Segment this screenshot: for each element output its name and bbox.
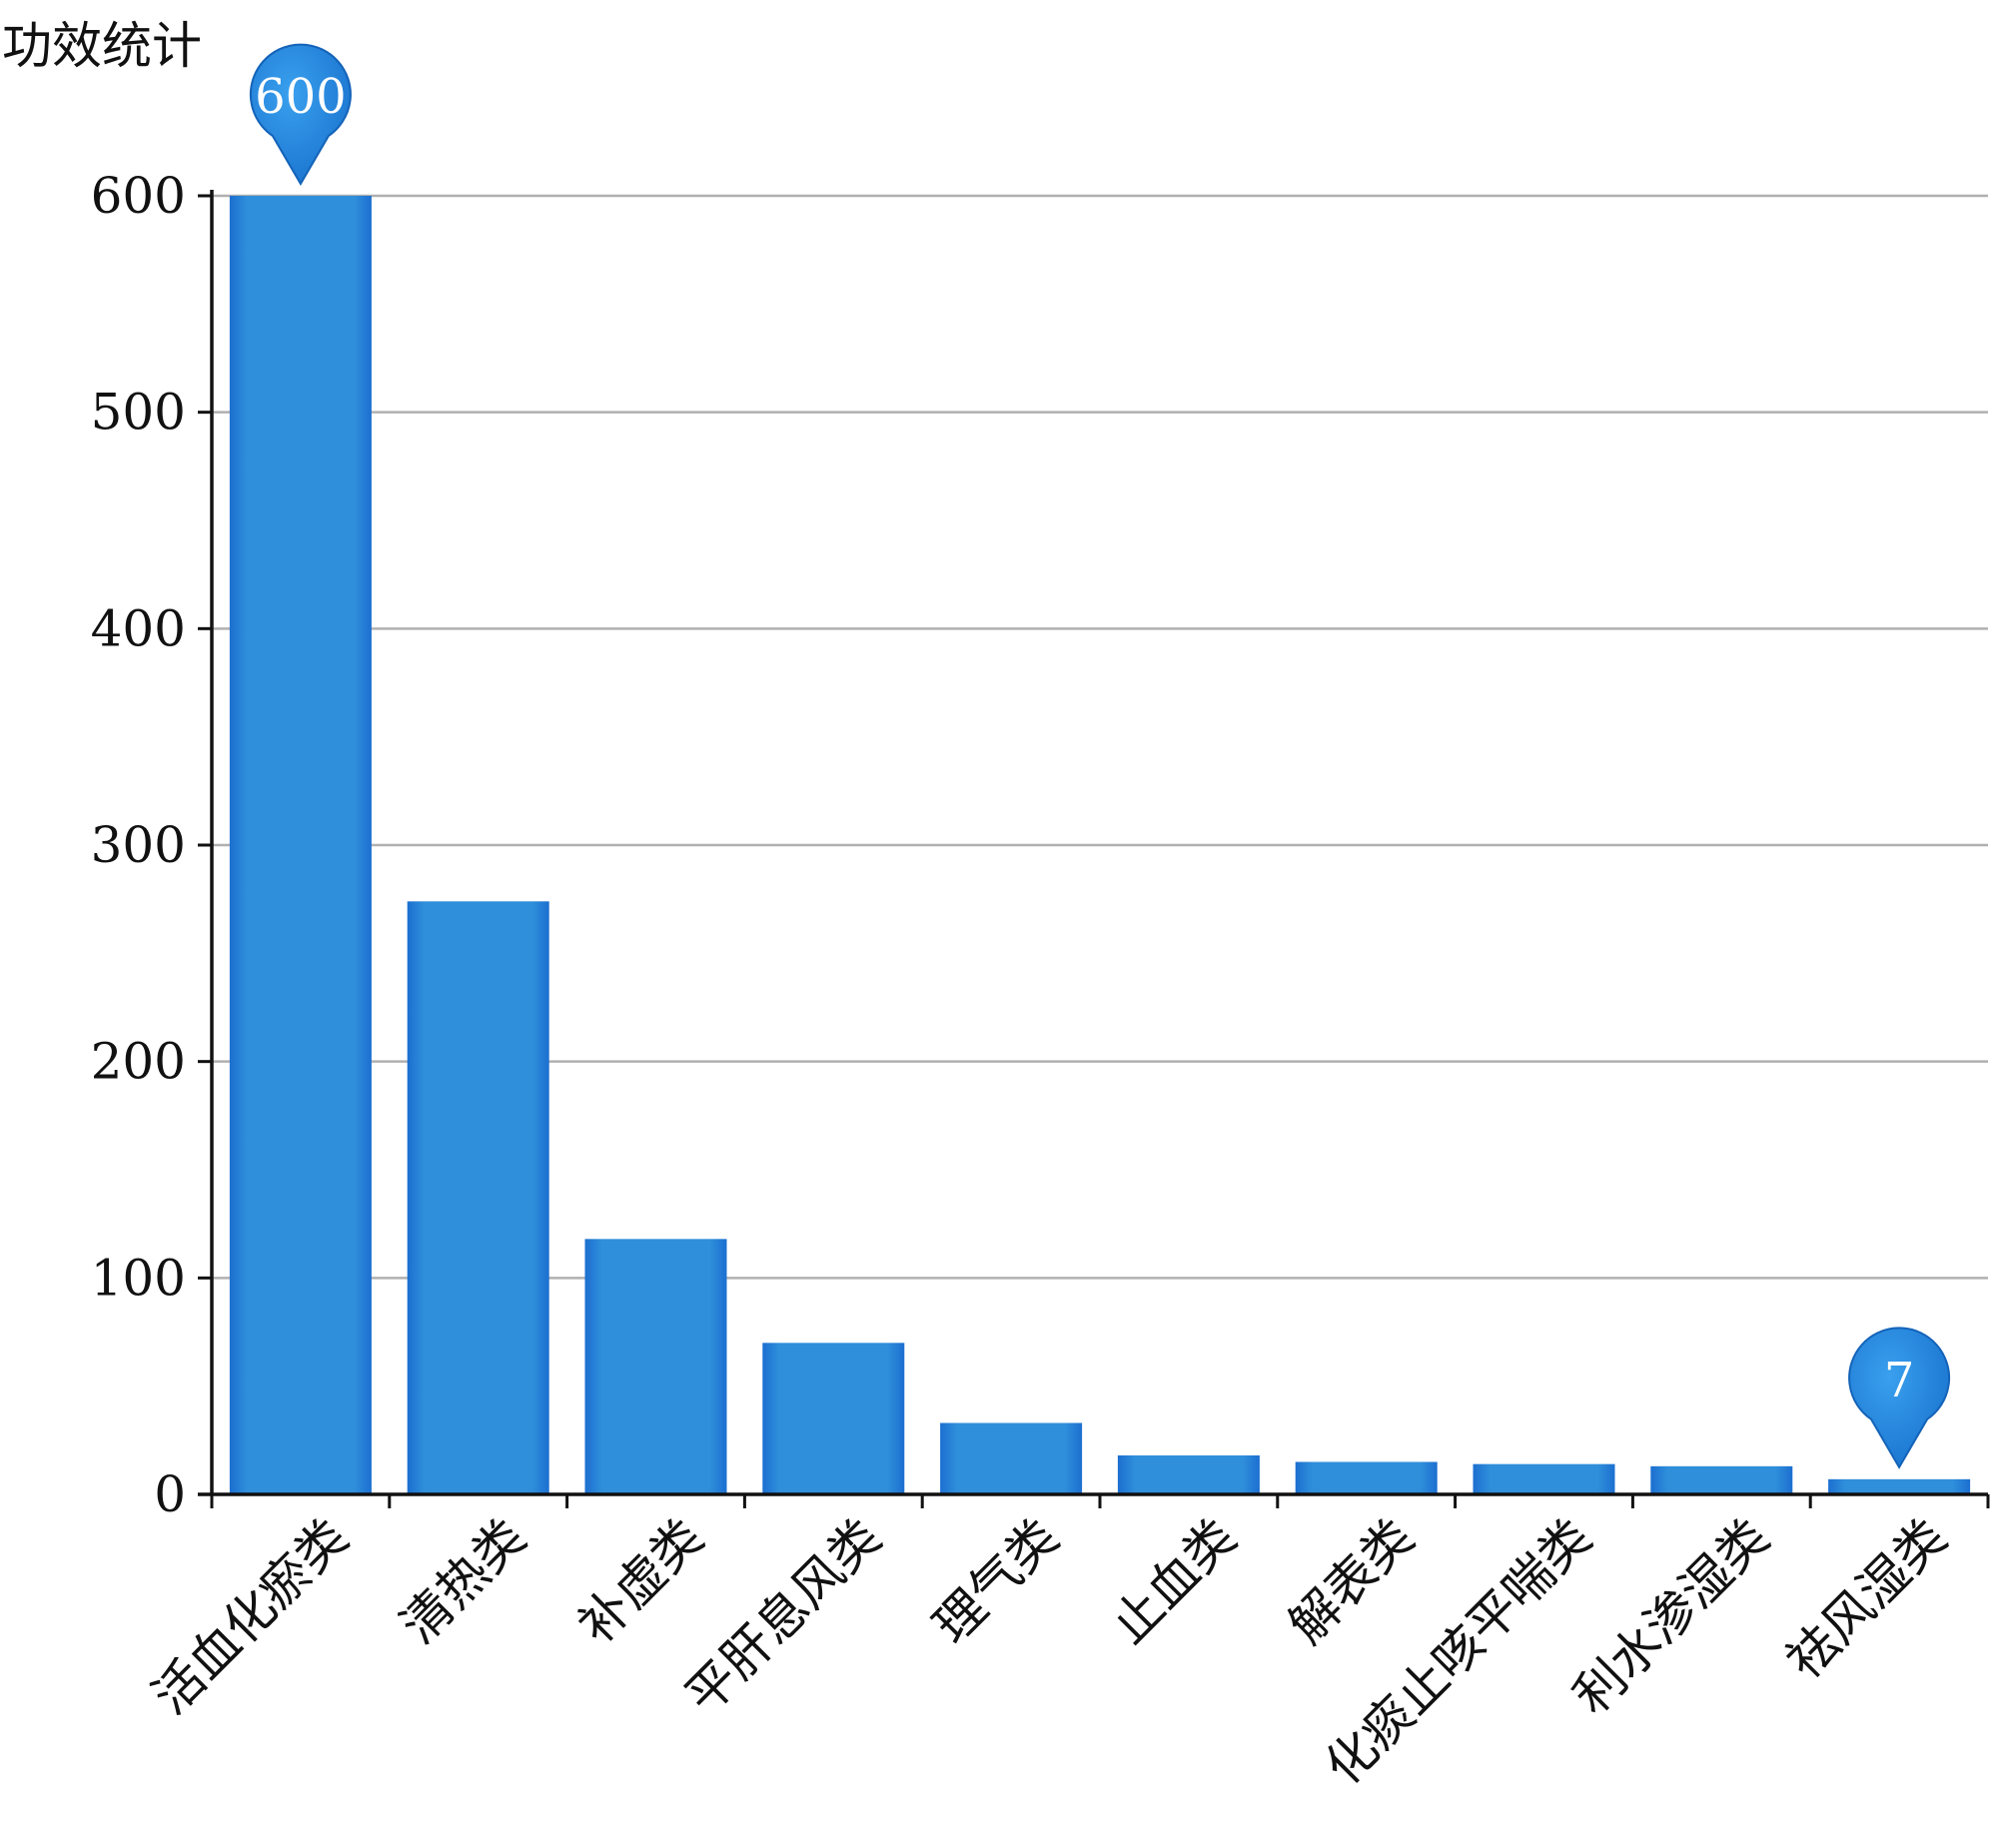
bar [1295,1461,1438,1494]
bar [584,1239,727,1494]
x-tick-label: 止血类 [1100,1507,1247,1654]
bar [407,901,549,1494]
bar [762,1343,905,1494]
x-tick-label: 平肝息风类 [674,1507,892,1725]
y-tick-label: 0 [154,1465,186,1523]
y-tick-label: 100 [91,1249,186,1307]
y-tick-label: 300 [91,816,186,874]
bar [1473,1463,1615,1494]
bar [1828,1478,1971,1494]
x-tick-label: 清热类 [390,1507,536,1654]
y-axis-title: 功效统计 [2,17,202,75]
value-marker-label: 600 [255,69,347,125]
value-marker: 600 [249,43,352,186]
bar [940,1422,1083,1494]
x-tick-label: 解表类 [1278,1507,1425,1654]
y-tick-label: 500 [91,384,186,442]
x-tick-label: 补虚类 [567,1507,714,1654]
y-tick-label: 400 [91,599,186,657]
x-tick-label: 活血化瘀类 [142,1507,360,1725]
y-tick-label: 200 [91,1033,186,1091]
y-tick-label: 600 [91,167,186,225]
bar [229,196,372,1494]
bar [1650,1465,1793,1494]
x-tick-label: 理气类 [923,1507,1070,1654]
bar [1117,1455,1260,1494]
x-tick-label: 祛风湿类 [1775,1507,1957,1689]
value-marker-label: 7 [1884,1353,1915,1408]
x-tick-label: 利水渗湿类 [1562,1507,1780,1725]
value-marker: 7 [1848,1327,1951,1469]
